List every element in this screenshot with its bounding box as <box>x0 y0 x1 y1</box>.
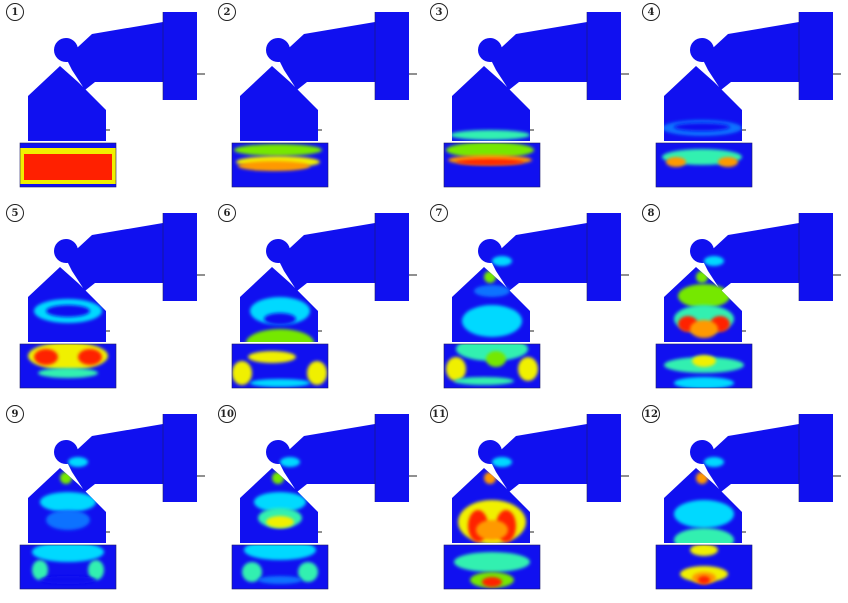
field-spot <box>454 377 514 385</box>
frame-11-number-badge: 11 <box>430 405 448 423</box>
field-spot <box>482 577 502 587</box>
field-spot <box>34 349 58 365</box>
frame-2-number-badge: 2 <box>218 3 236 21</box>
frame-3-number-badge: 3 <box>430 3 448 21</box>
field-spot <box>674 377 734 388</box>
frame-6-model <box>231 213 417 389</box>
field-spot <box>266 516 294 528</box>
frame-1-model <box>19 12 205 188</box>
field-spot <box>32 560 48 580</box>
frame-8-number-badge: 8 <box>642 204 660 222</box>
frame-12-number-badge: 12 <box>642 405 660 423</box>
frame-8: 8 <box>636 201 848 402</box>
field-spot <box>454 552 530 572</box>
field-spot <box>486 351 506 367</box>
field-spot <box>78 349 102 365</box>
field-spot <box>264 313 296 325</box>
field-spot <box>678 284 730 308</box>
field-spot <box>46 510 90 530</box>
field-spot <box>38 368 98 378</box>
field-spot <box>46 305 90 317</box>
frame-10-model <box>231 414 417 590</box>
field-spot <box>474 285 510 297</box>
field-spot <box>452 130 530 140</box>
frame-7-number-badge: 7 <box>430 204 448 222</box>
frame-7: 7 <box>424 201 636 402</box>
frame-5-number-badge: 5 <box>6 204 24 222</box>
frame-5: 5 <box>0 201 212 402</box>
frame-4: 4 <box>636 0 848 201</box>
frame-6-number-badge: 6 <box>218 204 236 222</box>
field-spot <box>246 329 314 342</box>
field-spot <box>307 361 327 385</box>
field-spot <box>666 157 686 167</box>
field-spot <box>518 357 538 381</box>
field-spot <box>40 576 96 584</box>
field-spot <box>456 159 524 165</box>
frame-1-number-badge: 1 <box>6 3 24 21</box>
field-spot <box>242 562 262 582</box>
field-spot <box>674 528 734 543</box>
field-spot <box>248 351 296 363</box>
field-spot <box>40 492 96 512</box>
field-spot <box>238 161 310 171</box>
field-spot <box>88 560 104 580</box>
frame-2-model <box>231 12 417 188</box>
field-spot <box>258 576 302 584</box>
field-spot <box>232 361 252 385</box>
field-spot <box>674 123 730 131</box>
field-spot <box>692 355 716 367</box>
frame-4-number-badge: 4 <box>642 3 660 21</box>
field-spot <box>690 320 718 338</box>
frame-10-number-badge: 10 <box>218 405 236 423</box>
frame-9-number-badge: 9 <box>6 405 24 423</box>
frame-8-model <box>655 213 841 389</box>
field-spot <box>32 545 104 562</box>
frame-12: 12 <box>636 402 848 603</box>
frame-1: 1 <box>0 0 212 201</box>
frame-4-model <box>655 12 841 188</box>
field-spot <box>234 144 322 156</box>
frame-3-model <box>443 12 629 188</box>
frame-11: 11 <box>424 402 636 603</box>
field-spot <box>254 492 306 512</box>
field-spot <box>718 157 738 167</box>
field-spot <box>298 562 318 582</box>
field-spot <box>244 545 316 560</box>
frame-5-model <box>19 213 205 389</box>
frame-9-model <box>19 414 205 590</box>
field-spot <box>674 500 734 528</box>
frame-10: 10 <box>212 402 424 603</box>
frame-11-model <box>443 414 629 590</box>
field-spot <box>462 305 522 337</box>
field-spot <box>690 545 718 556</box>
frame-12-model <box>655 414 841 590</box>
field-spot <box>698 576 710 584</box>
frame-7-model <box>443 213 629 389</box>
field-spot <box>476 520 508 540</box>
frame-6: 6 <box>212 201 424 402</box>
field-spot <box>250 379 310 387</box>
field-spot <box>446 143 534 158</box>
field-spot <box>446 357 466 381</box>
frame-3: 3 <box>424 0 636 201</box>
frame-9: 9 <box>0 402 212 603</box>
frame-2: 2 <box>212 0 424 201</box>
